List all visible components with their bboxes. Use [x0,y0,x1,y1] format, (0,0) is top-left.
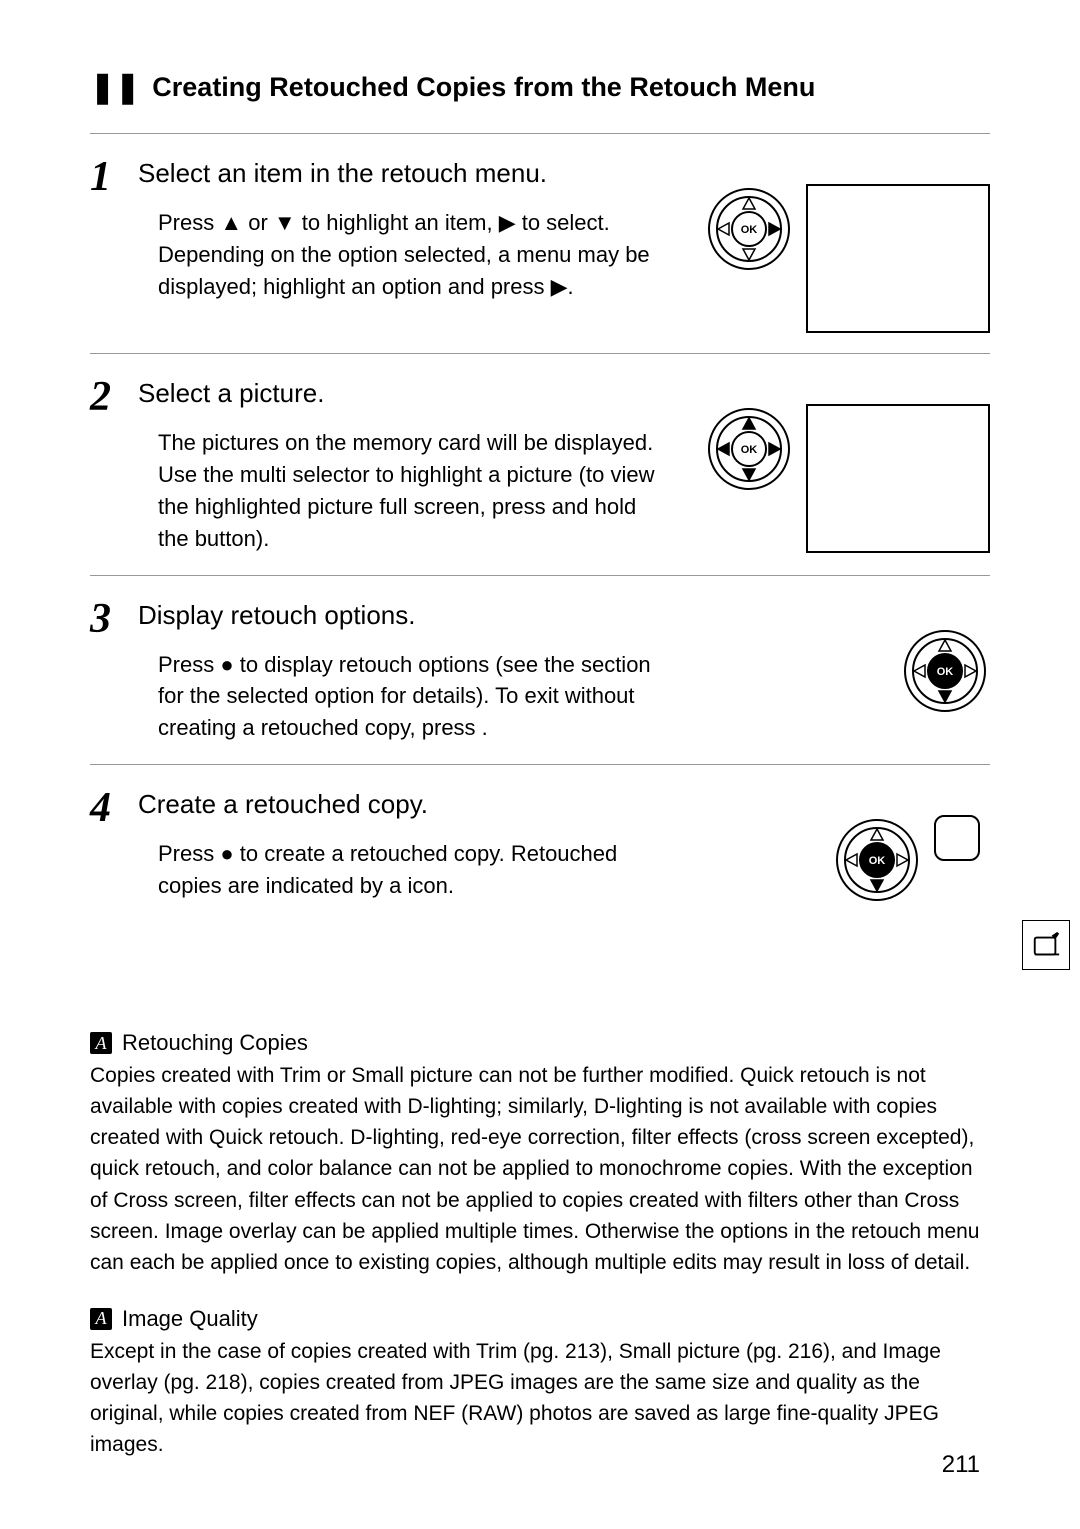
icon-placeholder [934,815,980,861]
step-description: Press ● to display retouch options (see … [158,649,660,745]
screen-illustration-placeholder [806,404,990,553]
note-title: Image Quality [122,1306,258,1332]
step: 2 Select a picture. The pictures on the … [90,353,990,575]
notes-section: A Retouching Copies Copies created with … [90,1030,990,1460]
step-description: The pictures on the memory card will be … [158,427,660,555]
step-number: 3 [90,594,138,745]
svg-text:OK: OK [741,444,758,456]
step-figures: OK [670,783,990,910]
svg-text:OK: OK [937,666,954,678]
multi-selector-icon: OK [704,184,794,279]
steps-list: 1 Select an item in the retouch menu. Pr… [90,133,990,930]
note: A Retouching Copies Copies created with … [90,1030,990,1278]
page-number: 211 [942,1451,980,1479]
note-icon: A [90,1308,112,1330]
multi-selector-icon: OK [832,815,922,910]
step: 4 Create a retouched copy. Press ● to cr… [90,764,990,930]
step-title: Select an item in the retouch menu. [138,158,660,189]
note-heading: A Image Quality [90,1306,990,1332]
step: 1 Select an item in the retouch menu. Pr… [90,133,990,353]
multi-selector-icon: OK [900,626,990,721]
manual-page: ❚❚ Creating Retouched Copies from the Re… [0,0,1080,1529]
screen-illustration-placeholder [806,184,990,333]
note-body: Copies created with Trim or Small pictur… [90,1060,990,1278]
note-heading: A Retouching Copies [90,1030,990,1056]
heading-bullet-icon: ❚❚ [90,70,140,105]
heading-text: Creating Retouched Copies from the Retou… [152,72,815,103]
svg-text:OK: OK [869,855,886,867]
step-body: Select an item in the retouch menu. Pres… [138,152,670,333]
note: A Image Quality Except in the case of co… [90,1306,990,1460]
step-description: Press ● to create a retouched copy. Reto… [158,838,660,902]
section-heading: ❚❚ Creating Retouched Copies from the Re… [90,70,990,105]
multi-selector-icon: OK [704,404,794,499]
note-body: Except in the case of copies created wit… [90,1336,990,1460]
step-figures: OK [670,594,990,745]
step-body: Select a picture. The pictures on the me… [138,372,670,555]
step-number: 1 [90,152,138,333]
step-body: Display retouch options. Press ● to disp… [138,594,670,745]
step-description: Press ▲ or ▼ to highlight an item, ▶ to … [158,207,660,303]
step-number: 4 [90,783,138,910]
note-title: Retouching Copies [122,1030,308,1056]
step-figures: OK [670,372,990,555]
step-title: Select a picture. [138,378,660,409]
step-title: Create a retouched copy. [138,789,660,820]
step-number: 2 [90,372,138,555]
step-figures: OK [670,152,990,333]
step-body: Create a retouched copy. Press ● to crea… [138,783,670,910]
step-title: Display retouch options. [138,600,660,631]
section-tab-retouch-icon [1022,920,1070,970]
svg-text:OK: OK [741,224,758,236]
note-icon: A [90,1032,112,1054]
step: 3 Display retouch options. Press ● to di… [90,575,990,765]
